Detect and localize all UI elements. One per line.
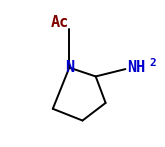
Text: N: N (65, 60, 74, 75)
Text: NH: NH (127, 60, 145, 75)
Text: Ac: Ac (50, 15, 68, 30)
Text: 2: 2 (149, 58, 156, 68)
